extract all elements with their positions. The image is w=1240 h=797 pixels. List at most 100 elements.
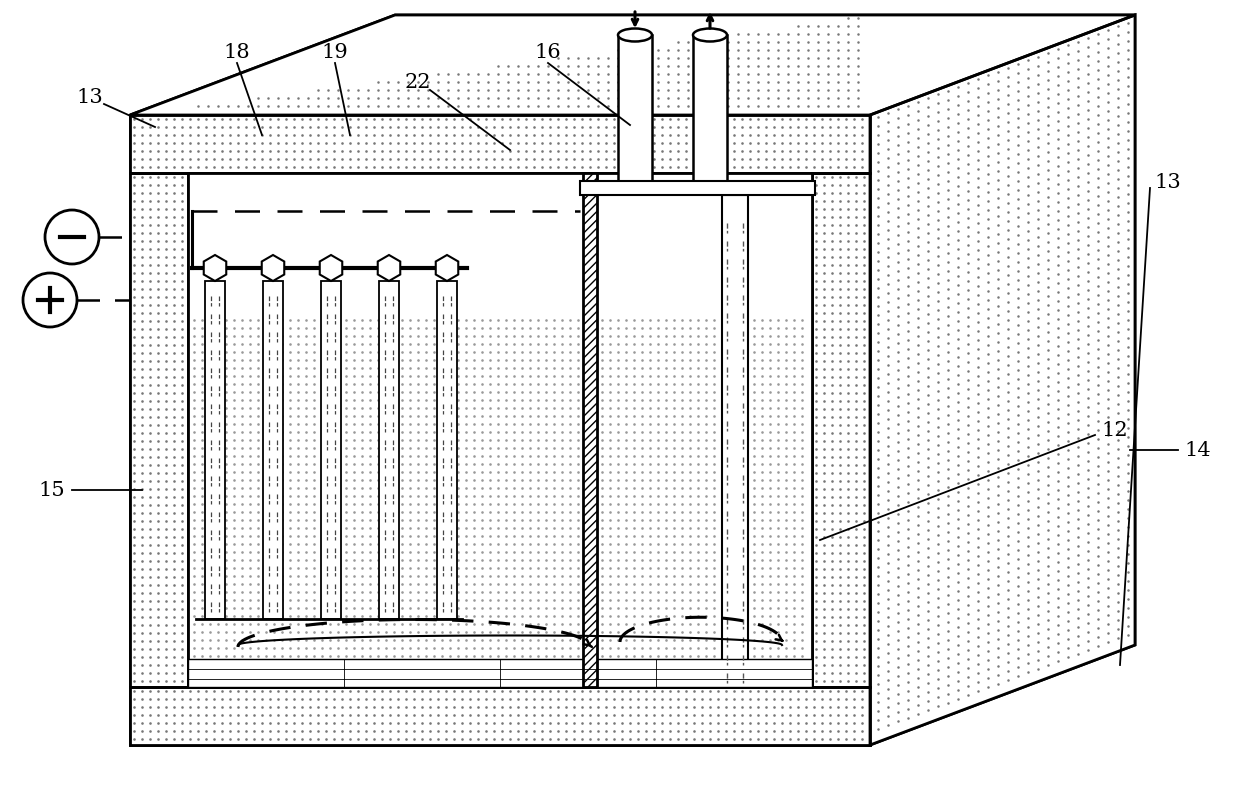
Point — [352, 513, 372, 526]
Point — [284, 152, 304, 165]
Point — [277, 152, 296, 165]
Point — [304, 634, 324, 646]
Point — [636, 144, 656, 157]
Point — [148, 717, 167, 729]
Point — [560, 465, 580, 478]
Point — [528, 426, 548, 438]
Point — [508, 161, 528, 174]
Point — [148, 128, 167, 141]
Point — [753, 457, 773, 470]
Point — [272, 602, 291, 614]
Point — [560, 370, 580, 383]
Point — [552, 370, 572, 383]
Point — [552, 634, 572, 646]
Point — [293, 717, 312, 729]
Point — [172, 267, 192, 280]
Point — [684, 112, 704, 125]
Point — [257, 586, 277, 599]
Point — [332, 136, 352, 149]
Point — [184, 538, 203, 551]
Point — [838, 634, 858, 647]
Point — [288, 394, 308, 406]
Point — [815, 515, 835, 528]
Point — [784, 618, 804, 630]
Point — [352, 658, 372, 670]
Point — [728, 610, 748, 622]
Bar — [321, 281, 341, 619]
Point — [428, 136, 448, 149]
Text: 13: 13 — [1154, 172, 1182, 191]
Point — [536, 346, 556, 359]
Point — [784, 570, 804, 583]
Point — [264, 442, 284, 454]
Point — [288, 450, 308, 462]
Point — [296, 410, 316, 422]
Point — [480, 673, 500, 686]
Point — [780, 161, 800, 174]
Point — [312, 394, 332, 406]
Point — [156, 732, 176, 745]
Point — [219, 161, 239, 174]
Point — [512, 665, 532, 678]
Point — [806, 179, 826, 191]
Point — [156, 603, 176, 615]
Point — [133, 299, 153, 312]
Point — [336, 618, 356, 630]
Point — [784, 378, 804, 391]
Point — [156, 291, 176, 304]
Point — [329, 370, 348, 383]
Point — [822, 523, 842, 536]
Point — [448, 610, 467, 622]
Point — [436, 693, 456, 705]
Point — [728, 554, 748, 567]
Point — [815, 387, 835, 399]
Point — [600, 489, 620, 502]
Point — [753, 354, 773, 367]
Point — [728, 513, 748, 526]
Point — [212, 709, 232, 721]
Point — [352, 378, 372, 391]
Point — [624, 650, 644, 662]
Point — [343, 473, 363, 486]
Point — [737, 513, 756, 526]
Point — [656, 538, 676, 551]
Point — [360, 450, 379, 462]
Point — [624, 418, 644, 430]
Point — [384, 497, 404, 510]
Point — [708, 709, 728, 721]
Point — [528, 497, 548, 510]
Point — [544, 418, 564, 430]
Point — [408, 330, 428, 343]
Point — [844, 732, 864, 745]
Point — [792, 354, 812, 367]
Point — [688, 386, 708, 398]
Point — [846, 587, 866, 599]
Point — [388, 685, 408, 697]
Point — [184, 473, 203, 486]
Point — [352, 434, 372, 446]
Point — [293, 724, 312, 737]
Point — [365, 152, 384, 165]
Point — [600, 562, 620, 575]
Point — [712, 362, 732, 375]
Point — [672, 497, 692, 510]
Point — [133, 475, 153, 488]
Point — [516, 144, 536, 157]
Point — [336, 450, 356, 462]
Point — [776, 426, 796, 438]
Point — [492, 685, 512, 697]
Point — [304, 497, 324, 510]
Point — [320, 610, 340, 622]
Point — [624, 489, 644, 502]
Point — [324, 709, 343, 721]
Point — [148, 634, 167, 647]
Point — [348, 120, 368, 133]
Point — [806, 626, 826, 639]
Point — [764, 161, 784, 174]
Point — [148, 587, 167, 599]
Point — [241, 658, 260, 670]
Point — [616, 346, 636, 359]
Point — [140, 387, 160, 399]
Point — [632, 554, 652, 567]
Point — [668, 161, 688, 174]
